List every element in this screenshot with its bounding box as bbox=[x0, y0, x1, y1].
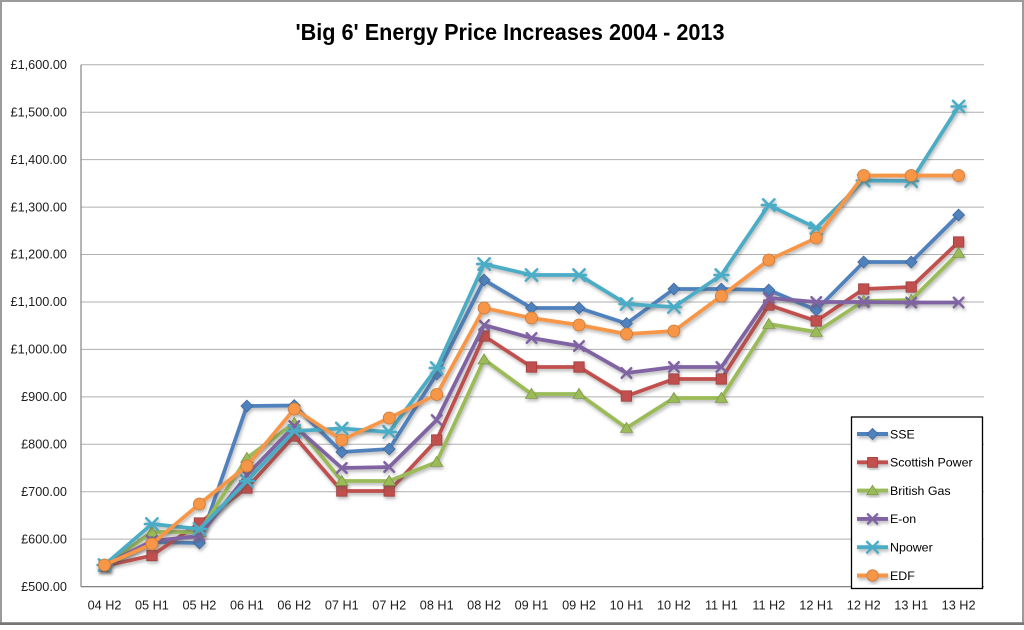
svg-text:'Big 6' Energy Price Increases: 'Big 6' Energy Price Increases 2004 - 20… bbox=[296, 19, 725, 45]
svg-text:£1,300.00: £1,300.00 bbox=[11, 200, 67, 214]
svg-text:£1,000.00: £1,000.00 bbox=[11, 343, 67, 357]
svg-text:£1,200.00: £1,200.00 bbox=[11, 248, 67, 262]
svg-text:Npower: Npower bbox=[890, 541, 933, 555]
svg-text:05 H2: 05 H2 bbox=[182, 599, 216, 613]
svg-text:11 H1: 11 H1 bbox=[705, 599, 738, 613]
svg-text:EDF: EDF bbox=[890, 569, 915, 583]
svg-text:12 H1: 12 H1 bbox=[799, 599, 833, 613]
svg-text:08 H1: 08 H1 bbox=[420, 599, 454, 613]
svg-text:06 H1: 06 H1 bbox=[230, 599, 264, 613]
svg-text:£600.00: £600.00 bbox=[21, 532, 67, 546]
svg-text:07 H1: 07 H1 bbox=[325, 599, 359, 613]
svg-text:£1,400.00: £1,400.00 bbox=[11, 153, 67, 167]
svg-text:08 H2: 08 H2 bbox=[467, 599, 501, 613]
svg-text:11 H2: 11 H2 bbox=[752, 599, 785, 613]
svg-text:£1,100.00: £1,100.00 bbox=[11, 295, 67, 309]
svg-text:British Gas: British Gas bbox=[890, 484, 951, 498]
svg-text:E-on: E-on bbox=[890, 512, 916, 526]
svg-text:07 H2: 07 H2 bbox=[372, 599, 406, 613]
svg-text:Scottish Power: Scottish Power bbox=[890, 456, 973, 470]
svg-text:10 H2: 10 H2 bbox=[657, 599, 691, 613]
svg-text:06 H2: 06 H2 bbox=[277, 599, 311, 613]
svg-text:04 H2: 04 H2 bbox=[88, 599, 122, 613]
svg-text:SSE: SSE bbox=[890, 427, 915, 441]
svg-text:13 H2: 13 H2 bbox=[942, 599, 976, 613]
svg-text:£1,600.00: £1,600.00 bbox=[11, 58, 67, 72]
svg-text:£900.00: £900.00 bbox=[21, 390, 67, 404]
svg-text:12 H2: 12 H2 bbox=[847, 599, 881, 613]
svg-text:£800.00: £800.00 bbox=[21, 438, 67, 452]
svg-text:05 H1: 05 H1 bbox=[135, 599, 169, 613]
svg-text:£500.00: £500.00 bbox=[21, 580, 67, 594]
svg-text:09 H1: 09 H1 bbox=[515, 599, 549, 613]
svg-text:13 H1: 13 H1 bbox=[894, 599, 928, 613]
svg-text:£700.00: £700.00 bbox=[21, 485, 67, 499]
svg-text:09 H2: 09 H2 bbox=[562, 599, 596, 613]
svg-text:£1,500.00: £1,500.00 bbox=[11, 105, 67, 119]
svg-text:10 H1: 10 H1 bbox=[610, 599, 644, 613]
